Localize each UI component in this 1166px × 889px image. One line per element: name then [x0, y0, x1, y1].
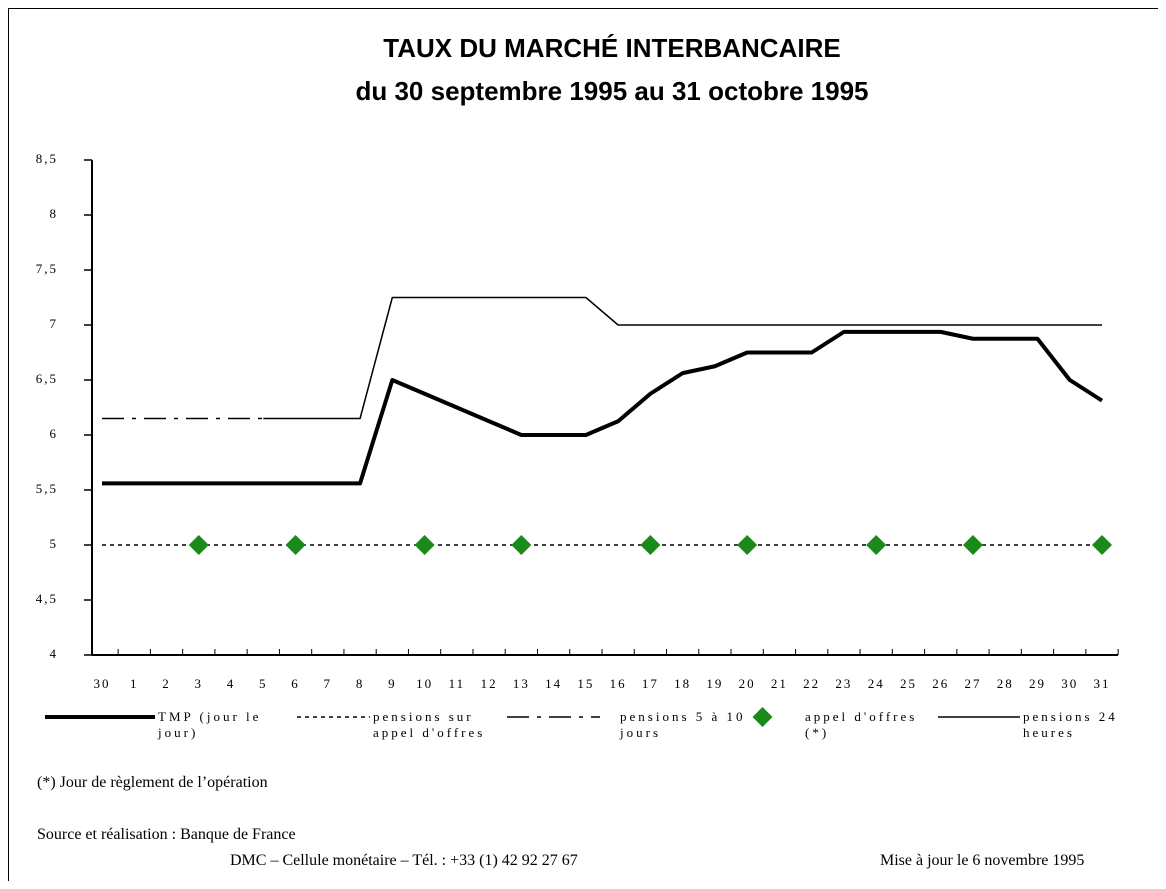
- x-tick-label: 7: [324, 676, 333, 691]
- legend-label: appel d'offres (*): [805, 709, 918, 740]
- x-tick-label: 3: [195, 676, 204, 691]
- legend-label: TMP (jour le jour): [158, 709, 262, 740]
- x-tick-label: 8: [356, 676, 365, 691]
- x-tick-label: 15: [577, 676, 594, 691]
- marker: [866, 535, 887, 555]
- x-tick-label: 16: [610, 676, 627, 691]
- marker: [188, 535, 209, 555]
- y-tick-label: 6,5: [36, 371, 58, 386]
- x-tick-label: 24: [868, 676, 885, 691]
- x-tick-label: 26: [932, 676, 949, 691]
- y-tick-label: 5: [50, 536, 59, 551]
- x-tick-label: 22: [803, 676, 820, 691]
- legend-marker: [752, 707, 773, 727]
- chart-subtitle: du 30 septembre 1995 au 31 octobre 1995: [355, 76, 868, 106]
- y-tick-label: 8,5: [36, 151, 58, 166]
- marker: [962, 535, 983, 555]
- marker: [1092, 535, 1112, 555]
- x-tick-label: 25: [900, 676, 917, 691]
- chart-title: TAUX DU MARCHÉ INTERBANCAIRE: [383, 33, 840, 63]
- y-tick-label: 6: [50, 426, 59, 441]
- x-tick-label: 31: [1094, 676, 1111, 691]
- x-tick-label: 14: [545, 676, 562, 691]
- marker: [511, 535, 532, 555]
- marker: [737, 535, 758, 555]
- y-tick-label: 4,5: [36, 591, 58, 606]
- x-tick-label: 27: [964, 676, 981, 691]
- footnote: (*) Jour de règlement de l’opération: [37, 774, 268, 791]
- y-tick-label: 8: [50, 206, 59, 221]
- x-tick-label: 1: [130, 676, 139, 691]
- x-tick-label: 11: [449, 676, 466, 691]
- x-tick-label: 30: [94, 676, 111, 691]
- x-tick-label: 13: [513, 676, 530, 691]
- contact: DMC – Cellule monétaire – Tél. : +33 (1)…: [230, 852, 578, 869]
- x-tick-label: 18: [674, 676, 691, 691]
- x-tick-label: 9: [388, 676, 397, 691]
- update-date: Mise à jour le 6 novembre 1995: [880, 852, 1085, 869]
- x-tick-label: 4: [227, 676, 236, 691]
- y-tick-label: 4: [50, 646, 59, 661]
- x-tick-label: 19: [706, 676, 723, 691]
- legend-label: pensions sur appel d'offres: [373, 709, 486, 740]
- marker: [640, 535, 661, 555]
- x-tick-label: 6: [291, 676, 300, 691]
- x-tick-label: 30: [1061, 676, 1078, 691]
- line-series: [263, 296, 1102, 420]
- x-tick-label: 20: [739, 676, 756, 691]
- frame: [8, 8, 1158, 881]
- x-tick-label: 2: [162, 676, 171, 691]
- marker: [414, 535, 435, 555]
- y-tick-label: 7: [50, 316, 59, 331]
- y-tick-label: 5,5: [36, 481, 58, 496]
- legend-label: pensions 5 à 10 jours: [620, 709, 746, 740]
- x-tick-label: 23: [835, 676, 852, 691]
- y-tick-label: 7,5: [36, 261, 58, 276]
- x-tick-label: 29: [1029, 676, 1046, 691]
- source: Source et réalisation : Banque de France: [37, 826, 296, 843]
- x-tick-label: 10: [416, 676, 433, 691]
- x-tick-label: 28: [997, 676, 1014, 691]
- x-tick-label: 21: [771, 676, 788, 691]
- marker: [285, 535, 306, 555]
- x-tick-label: 17: [642, 676, 659, 691]
- x-tick-label: 5: [259, 676, 268, 691]
- x-tick-label: 12: [481, 676, 498, 691]
- line-series: [102, 329, 1104, 486]
- legend-label: pensions 24 heures: [1023, 709, 1118, 740]
